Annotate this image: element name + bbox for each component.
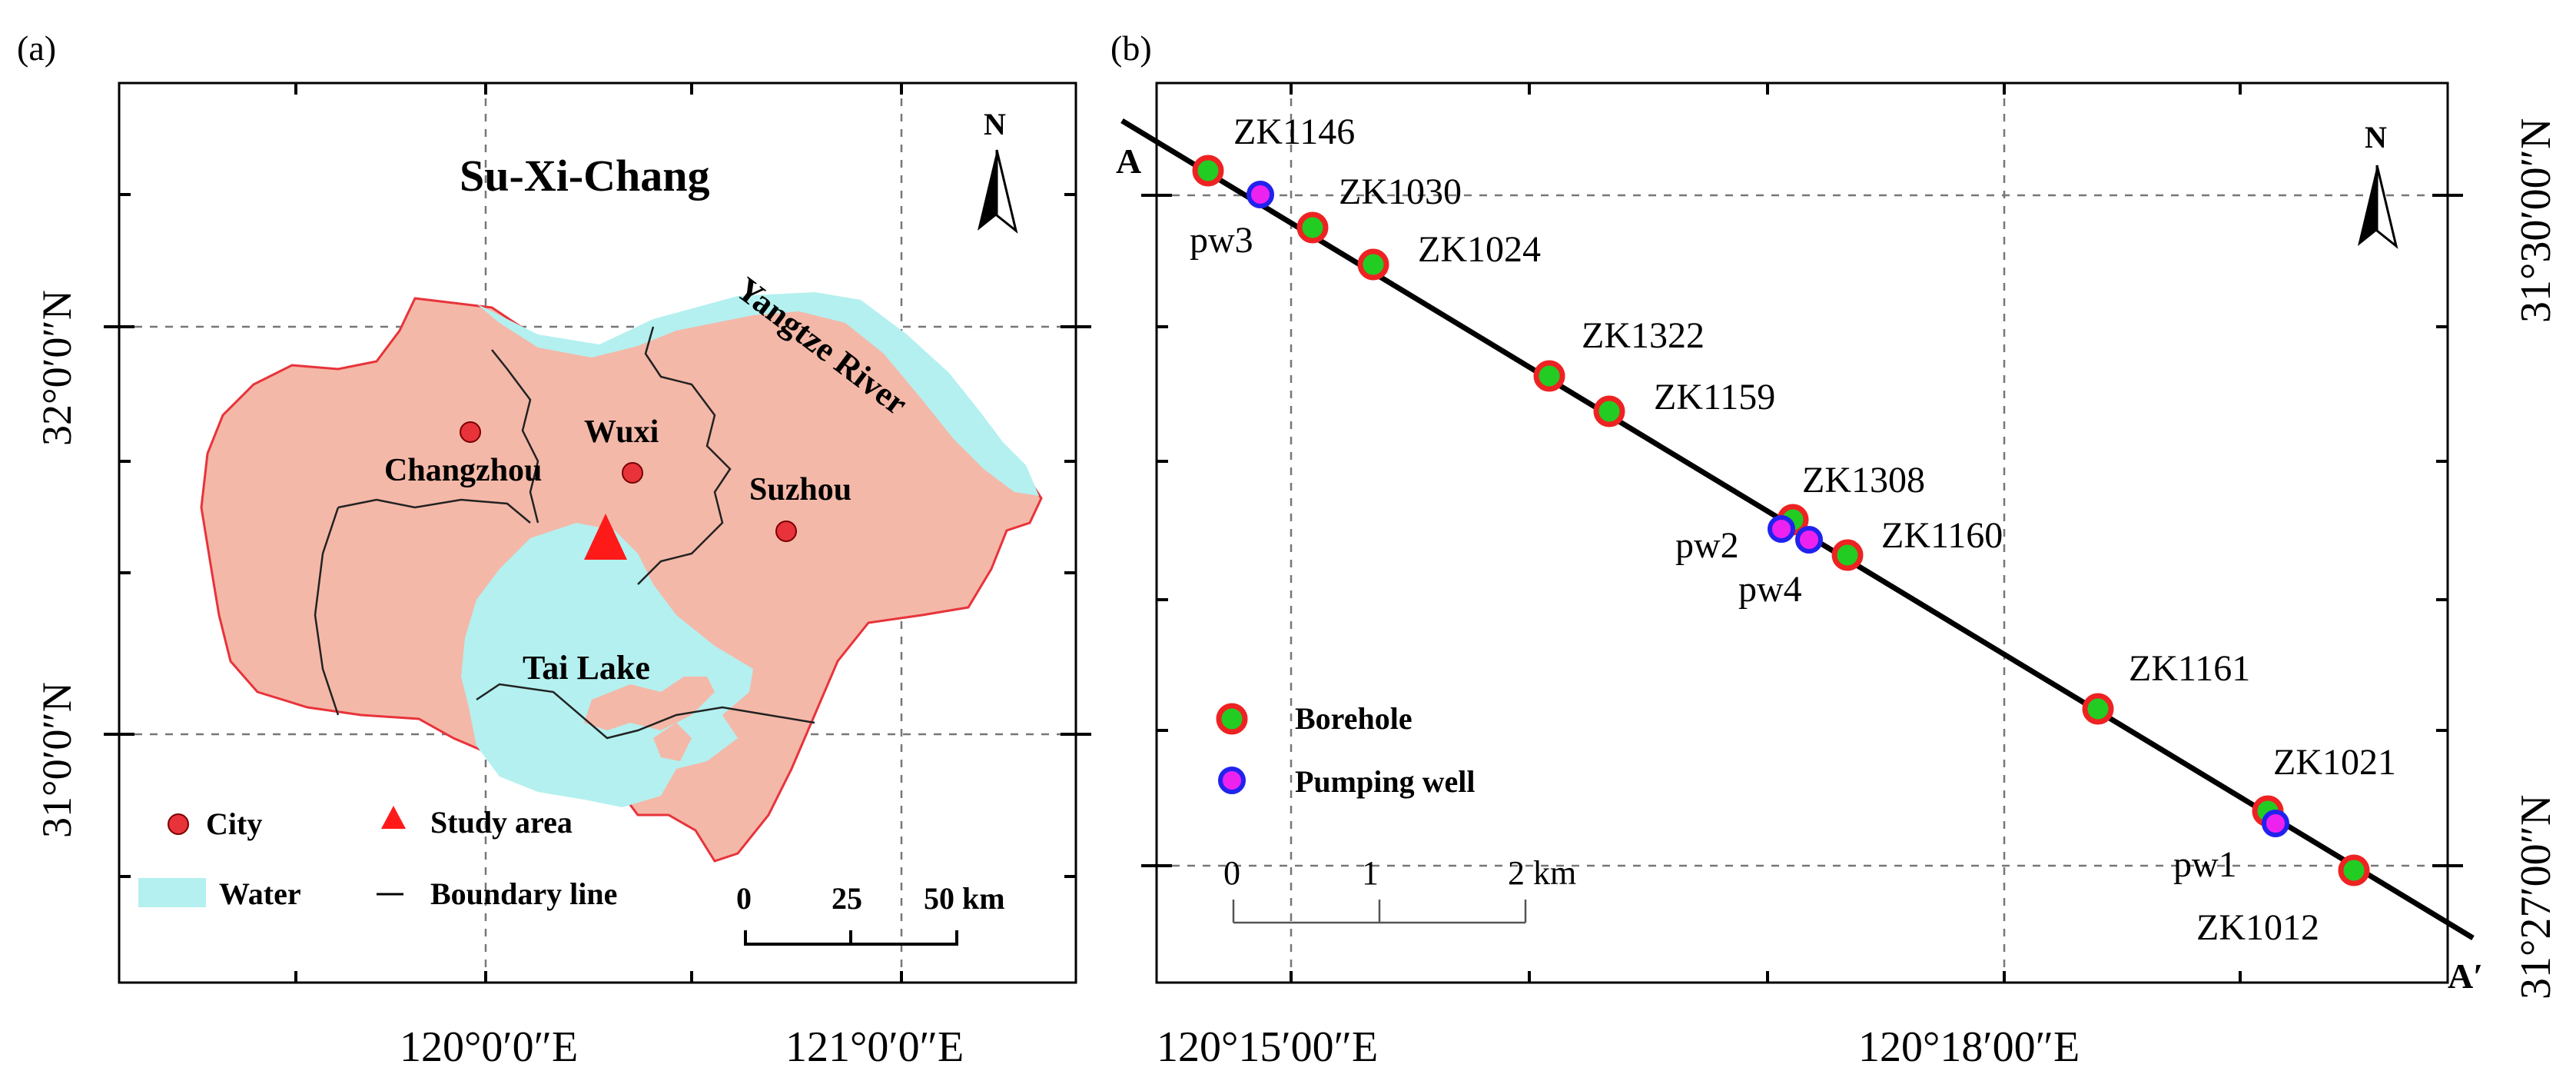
panel-a-north-label: N <box>984 107 1006 141</box>
panel-a-ticks <box>104 83 1091 983</box>
panel-a-lon-label-121: 121°0′0″E <box>785 1023 964 1071</box>
section-start-label: A <box>1116 141 1141 181</box>
city-label-changzhou: Changzhou <box>384 453 542 488</box>
legend-study-area-label: Study area <box>430 805 573 840</box>
well-marker[interactable] <box>1247 181 1274 208</box>
borehole-label: ZK1308 <box>1802 460 1925 501</box>
panel-a-lat-label-31: 31°0′0″N <box>34 682 80 838</box>
panel-b-north-arrow: N <box>2358 120 2398 249</box>
borehole-label: ZK1030 <box>1339 171 1462 212</box>
well-label: pw3 <box>1190 220 1253 261</box>
borehole-marker[interactable] <box>2338 854 2370 886</box>
borehole-marker[interactable] <box>1357 248 1389 281</box>
borehole-labels: ZK1146 ZK1030 ZK1024 ZK1322 ZK1159 ZK130… <box>1233 111 2396 948</box>
panel-a-lat-label-32: 32°0′0″N <box>34 290 80 446</box>
legend-study-area-icon <box>381 806 406 829</box>
borehole-label: ZK1012 <box>2196 907 2319 948</box>
panel-b-grid <box>1157 83 2448 983</box>
panel-b-lat-label-3130: 31°30′00″N <box>2512 118 2560 323</box>
legend-boundary-label: Boundary line <box>430 876 617 911</box>
panel-a-label: (a) <box>17 28 56 68</box>
legend-borehole-icon <box>1216 703 1248 735</box>
borehole-marker[interactable] <box>1533 360 1565 392</box>
map-title: Su-Xi-Chang <box>460 151 710 201</box>
panel-b-lat-label-3127: 31°27′00″N <box>2512 795 2560 1000</box>
well-marker[interactable] <box>2262 810 2289 837</box>
section-end-label: A′ <box>2448 956 2483 996</box>
borehole-label: ZK1322 <box>1582 315 1705 356</box>
panel-b: (b) A A′ <box>1110 28 2560 1071</box>
well-labels: pw3 pw2 pw4 pw1 <box>1190 220 2237 885</box>
tai-lake-label: Tai Lake <box>523 649 650 687</box>
borehole-label: ZK1024 <box>1418 229 1541 270</box>
borehole-label: ZK1146 <box>1233 111 1355 152</box>
panel-b-lon-label-12018: 120°18′00″E <box>1858 1023 2080 1071</box>
panel-a: (a) <box>17 28 1091 1071</box>
legend-water-icon <box>138 878 206 907</box>
city-label-wuxi: Wuxi <box>584 414 659 450</box>
boreholes <box>1192 155 2370 886</box>
panel-a-legend: City Study area Water Boundary line <box>138 805 617 911</box>
borehole-marker[interactable] <box>1831 539 1864 571</box>
scale-a-tick-0: 0 <box>736 881 752 916</box>
legend-borehole-label: Borehole <box>1295 701 1412 736</box>
legend-well-label: Pumping well <box>1295 764 1475 799</box>
admin-boundaries <box>314 326 815 740</box>
panel-b-label: (b) <box>1110 28 1152 68</box>
borehole-label: ZK1160 <box>1881 515 2003 556</box>
scale-b-tick-2: 2 km <box>1508 854 1576 892</box>
borehole-marker[interactable] <box>1593 395 1625 427</box>
legend-well-icon <box>1218 767 1246 794</box>
legend-city-label: City <box>206 807 262 841</box>
cities: Changzhou Wuxi Suzhou <box>384 414 851 542</box>
pumping-wells <box>1247 181 2289 837</box>
borehole-label: ZK1021 <box>2273 742 2396 783</box>
well-marker[interactable] <box>1795 526 1823 554</box>
legend-water-label: Water <box>219 876 301 911</box>
panel-a-scale-bar: 0 25 50 km <box>736 881 1005 946</box>
city-marker-changzhou[interactable] <box>460 421 481 443</box>
well-marker[interactable] <box>1768 515 1795 543</box>
panel-b-lon-label-12015: 120°15′00″E <box>1157 1023 1378 1071</box>
borehole-label: ZK1161 <box>2129 648 2250 689</box>
scale-a-tick-50: 50 km <box>924 881 1005 916</box>
city-marker-suzhou[interactable] <box>775 521 797 542</box>
panel-b-north-label: N <box>2365 120 2387 155</box>
panel-a-lon-label-120: 120°0′0″E <box>400 1023 578 1071</box>
panel-b-ticks <box>1141 83 2463 983</box>
legend-city-icon <box>168 813 189 835</box>
panel-a-north-arrow: N <box>978 107 1018 234</box>
borehole-marker[interactable] <box>1296 211 1329 244</box>
borehole-marker[interactable] <box>1192 155 1224 187</box>
study-area-marker[interactable] <box>584 514 627 560</box>
panel-b-frame <box>1155 81 2449 984</box>
borehole-marker[interactable] <box>2082 693 2114 725</box>
scale-b-tick-0: 0 <box>1223 854 1240 892</box>
yangtze-river <box>476 292 1039 496</box>
lake-peninsula <box>584 677 715 730</box>
panel-a-frame <box>118 81 1077 984</box>
well-label: pw4 <box>1738 569 1802 610</box>
scale-a-tick-25: 25 <box>832 881 862 916</box>
well-label: pw2 <box>1675 525 1739 566</box>
lake-island <box>653 723 692 761</box>
city-marker-wuxi[interactable] <box>622 462 643 484</box>
city-label-suzhou: Suzhou <box>749 472 851 507</box>
panel-b-legend: Borehole Pumping well <box>1216 701 1475 799</box>
well-label: pw1 <box>2173 844 2237 885</box>
panel-b-scale-bar: 0 1 2 km <box>1223 854 1576 924</box>
borehole-label: ZK1159 <box>1654 377 1775 417</box>
scale-b-tick-1: 1 <box>1362 854 1379 892</box>
